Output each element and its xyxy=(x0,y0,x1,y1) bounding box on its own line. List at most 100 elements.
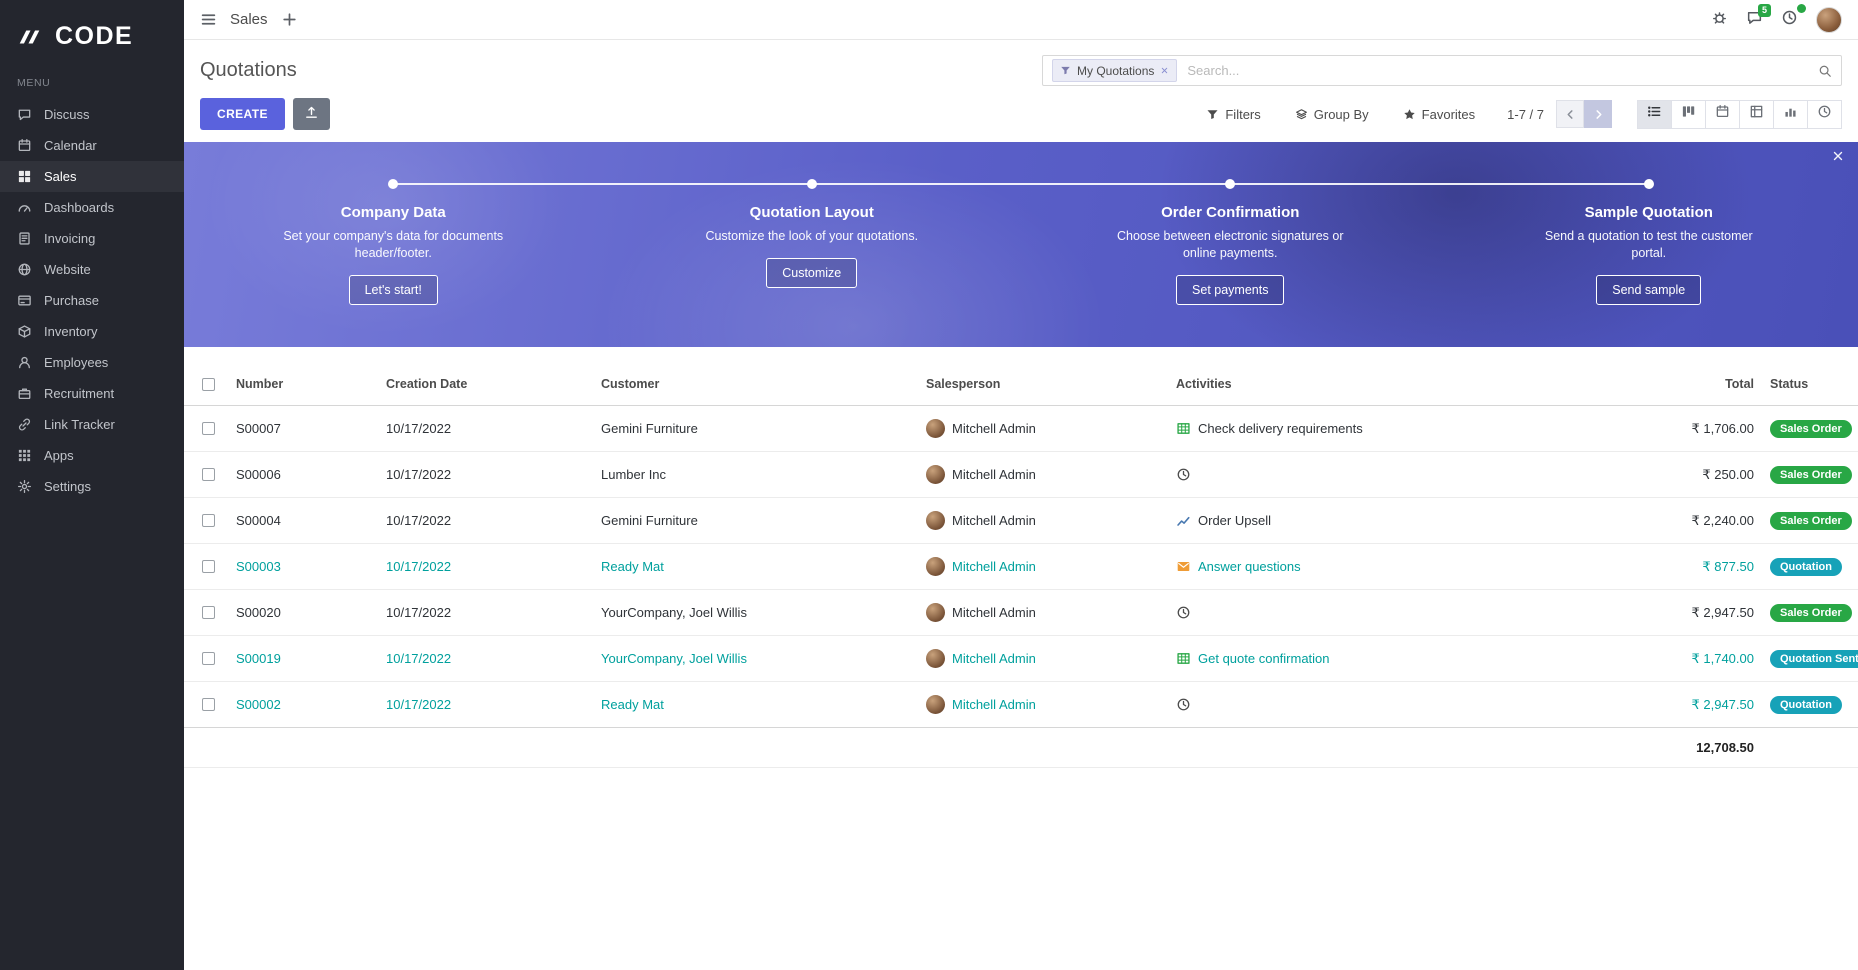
clock-activity-icon[interactable] xyxy=(1176,467,1191,482)
cell-activities[interactable]: Check delivery requirements xyxy=(1168,406,1647,452)
plus-icon[interactable] xyxy=(281,11,298,28)
cell-number[interactable]: S00020 xyxy=(228,589,378,636)
sidebar-item-invoicing[interactable]: Invoicing xyxy=(0,223,184,254)
mail-activity-icon[interactable] xyxy=(1176,559,1191,574)
column-header-total[interactable]: Total xyxy=(1647,363,1762,406)
cell-creation-date[interactable]: 10/17/2022 xyxy=(386,421,452,436)
step-action-button[interactable]: Customize xyxy=(766,257,858,288)
cell-total[interactable]: ₹ 1,740.00 xyxy=(1647,635,1762,682)
table-activity-icon[interactable] xyxy=(1176,651,1191,666)
table-row[interactable]: S00019 10/17/2022 YourCompany, Joel Will… xyxy=(184,635,1858,682)
row-checkbox[interactable] xyxy=(202,652,215,665)
sidebar-item-discuss[interactable]: Discuss xyxy=(0,99,184,130)
sidebar-item-employees[interactable]: Employees xyxy=(0,347,184,378)
cell-salesperson[interactable]: Mitchell Admin xyxy=(918,635,1168,682)
cell-activities[interactable] xyxy=(1168,681,1647,728)
hamburger-icon[interactable] xyxy=(200,11,217,28)
close-icon[interactable] xyxy=(1831,149,1845,168)
sidebar-item-calendar[interactable]: Calendar xyxy=(0,130,184,161)
user-avatar[interactable] xyxy=(1816,6,1842,33)
table-row[interactable]: S00003 10/17/2022 Ready Mat Mitchell Adm… xyxy=(184,543,1858,590)
cell-activities[interactable]: Order Upsell xyxy=(1168,497,1647,544)
group-by-button[interactable]: Group By xyxy=(1289,106,1375,123)
sidebar-item-inventory[interactable]: Inventory xyxy=(0,316,184,347)
row-checkbox[interactable] xyxy=(202,698,215,711)
cell-salesperson[interactable]: Mitchell Admin xyxy=(918,406,1168,452)
select-all-checkbox[interactable] xyxy=(202,377,215,391)
cell-salesperson[interactable]: Mitchell Admin xyxy=(918,451,1168,498)
search-icon[interactable] xyxy=(1818,64,1832,78)
select-all-header[interactable] xyxy=(184,363,228,406)
cell-activities[interactable] xyxy=(1168,589,1647,636)
filters-button[interactable]: Filters xyxy=(1200,106,1266,123)
cell-number[interactable]: S00019 xyxy=(228,635,378,682)
pager-next-button[interactable] xyxy=(1584,100,1612,128)
clock-activity-icon[interactable] xyxy=(1176,697,1191,712)
search-bar[interactable]: My Quotations xyxy=(1042,55,1842,86)
row-checkbox[interactable] xyxy=(202,514,215,527)
sidebar-item-apps[interactable]: Apps xyxy=(0,440,184,471)
cell-total[interactable]: ₹ 877.50 xyxy=(1647,543,1762,590)
app-title[interactable]: Sales xyxy=(230,11,268,28)
create-button[interactable]: CREATE xyxy=(200,98,285,130)
activity-view-button[interactable] xyxy=(1807,99,1842,129)
cell-number[interactable]: S00006 xyxy=(228,451,378,498)
cell-customer[interactable]: Lumber Inc xyxy=(593,451,918,498)
sidebar-item-sales[interactable]: Sales xyxy=(0,161,184,192)
sidebar-item-link-tracker[interactable]: Link Tracker xyxy=(0,409,184,440)
cell-salesperson[interactable]: Mitchell Admin xyxy=(918,589,1168,636)
cell-number[interactable]: S00004 xyxy=(228,497,378,544)
clock-activity-icon[interactable] xyxy=(1176,605,1191,620)
column-header-customer[interactable]: Customer xyxy=(593,363,918,406)
cell-number[interactable]: S00003 xyxy=(228,543,378,590)
table-row[interactable]: S00002 10/17/2022 Ready Mat Mitchell Adm… xyxy=(184,681,1858,728)
activities-button[interactable] xyxy=(1781,3,1806,31)
table-row[interactable]: S00007 10/17/2022 Gemini Furniture Mitch… xyxy=(184,406,1858,452)
cell-customer[interactable]: YourCompany, Joel Willis xyxy=(593,589,918,636)
column-header-activities[interactable]: Activities xyxy=(1168,363,1647,406)
table-row[interactable]: S00020 10/17/2022 YourCompany, Joel Will… xyxy=(184,589,1858,636)
cell-salesperson[interactable]: Mitchell Admin xyxy=(918,497,1168,544)
sidebar-item-settings[interactable]: Settings xyxy=(0,471,184,502)
sidebar-item-dashboards[interactable]: Dashboards xyxy=(0,192,184,223)
list-view-button[interactable] xyxy=(1637,99,1672,129)
step-action-button[interactable]: Send sample xyxy=(1596,274,1702,305)
column-header-status[interactable]: Status xyxy=(1762,363,1858,406)
cell-customer[interactable]: Ready Mat xyxy=(593,543,918,590)
cell-total[interactable]: ₹ 2,947.50 xyxy=(1647,589,1762,636)
cell-total[interactable]: ₹ 250.00 xyxy=(1647,451,1762,498)
cell-salesperson[interactable]: Mitchell Admin xyxy=(918,681,1168,728)
row-checkbox[interactable] xyxy=(202,422,215,435)
cell-creation-date[interactable]: 10/17/2022 xyxy=(378,635,593,682)
cell-customer[interactable]: YourCompany, Joel Willis xyxy=(593,635,918,682)
cell-creation-date[interactable]: 10/17/2022 xyxy=(378,681,593,728)
chart-activity-icon[interactable] xyxy=(1176,513,1191,528)
cell-customer[interactable]: Gemini Furniture xyxy=(593,497,918,544)
cell-customer[interactable]: Ready Mat xyxy=(593,681,918,728)
brand-logo[interactable]: CODE xyxy=(0,0,184,75)
table-row[interactable]: S00004 10/17/2022 Gemini Furniture Mitch… xyxy=(184,497,1858,544)
search-facet[interactable]: My Quotations xyxy=(1052,59,1178,82)
kanban-view-button[interactable] xyxy=(1671,99,1706,129)
favorites-button[interactable]: Favorites xyxy=(1397,106,1481,123)
pager-previous-button[interactable] xyxy=(1556,100,1584,128)
cell-creation-date[interactable]: 10/17/2022 xyxy=(378,451,593,498)
facet-remove-icon[interactable] xyxy=(1160,66,1169,75)
search-input[interactable] xyxy=(1185,62,1810,79)
column-header-number[interactable]: Number xyxy=(228,363,378,406)
bug-button[interactable] xyxy=(1711,9,1728,31)
cell-activities[interactable]: Get quote confirmation xyxy=(1168,635,1647,682)
calendar-view-button[interactable] xyxy=(1705,99,1740,129)
cell-number[interactable]: S00007 xyxy=(236,421,281,436)
row-checkbox[interactable] xyxy=(202,560,215,573)
cell-total[interactable]: ₹ 1,706.00 xyxy=(1691,420,1755,436)
sidebar-item-recruitment[interactable]: Recruitment xyxy=(0,378,184,409)
import-button[interactable] xyxy=(292,98,330,130)
row-checkbox[interactable] xyxy=(202,468,215,481)
step-action-button[interactable]: Set payments xyxy=(1176,274,1285,305)
cell-activities[interactable]: Answer questions xyxy=(1168,543,1647,590)
cell-number[interactable]: S00002 xyxy=(228,681,378,728)
messages-button[interactable]: 5 xyxy=(1746,3,1771,31)
pivot-view-button[interactable] xyxy=(1739,99,1774,129)
cell-creation-date[interactable]: 10/17/2022 xyxy=(378,497,593,544)
